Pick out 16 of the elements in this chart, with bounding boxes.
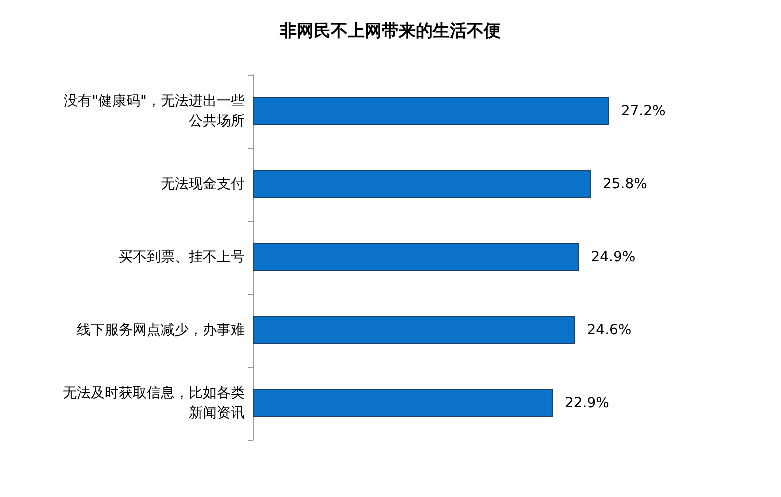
- data-label: 22.9%: [564, 396, 610, 412]
- y-tick-label: 线下服务网点减少，办事难: [77, 322, 245, 338]
- data-label: 24.9%: [591, 250, 636, 266]
- bar: [253, 390, 553, 418]
- y-tick-label: 无法现金支付: [161, 176, 245, 192]
- chart-title: 非网民不上网带来的生活不便: [279, 22, 501, 42]
- y-tick-label: 没有"健康码"，无法进出一些公共场所: [64, 94, 245, 130]
- bar: [253, 316, 576, 344]
- data-label: 25.8%: [602, 176, 648, 192]
- bar: [253, 244, 580, 272]
- bar: [253, 98, 610, 126]
- data-label: 27.2%: [621, 104, 666, 120]
- bar: [253, 170, 591, 198]
- y-tick-label: 无法及时获取信息，比如各类新闻资讯: [63, 386, 245, 422]
- data-label: 24.6%: [587, 322, 632, 338]
- y-tick-label: 买不到票、挂不上号: [119, 250, 245, 266]
